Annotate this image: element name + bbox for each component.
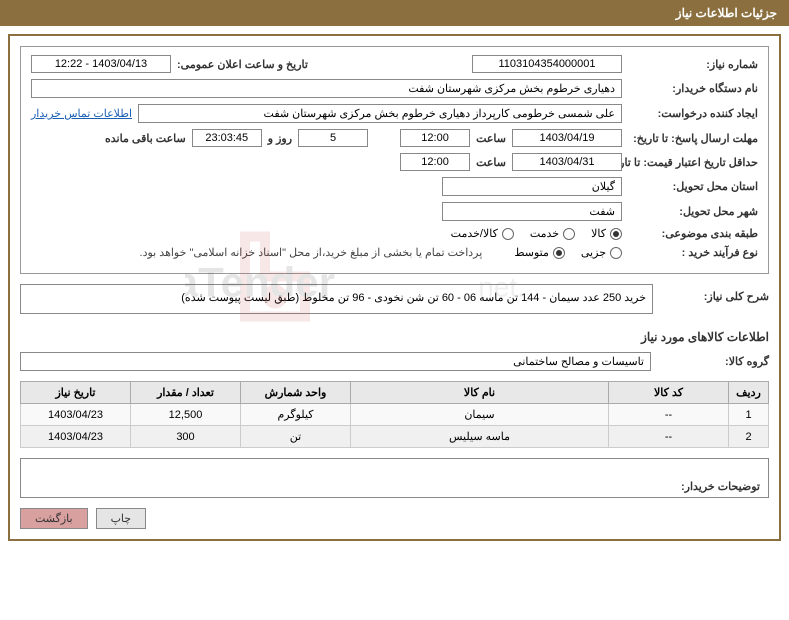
table-row: 2--ماسه سیلیستن3001403/04/23	[21, 426, 769, 448]
countdown-field: 23:03:45	[192, 129, 262, 147]
buyer-org-field: دهیاری خرطوم بخش مرکزی شهرستان شفت	[31, 79, 622, 98]
form-panel: شماره نیاز: 1103104354000001 تاریخ و ساع…	[20, 46, 769, 274]
th-name: نام کالا	[351, 382, 609, 404]
cell-name: ماسه سیلیس	[351, 426, 609, 448]
cell-code: --	[609, 404, 729, 426]
deadline-date-field: 1403/04/19	[512, 129, 622, 147]
group-label: گروه کالا:	[659, 355, 769, 368]
buyer-org-label: نام دستگاه خریدار:	[628, 82, 758, 95]
radio-service-icon	[563, 228, 575, 240]
city-field: شفت	[442, 202, 622, 221]
group-field: تاسیسات و مصالح ساختمانی	[20, 352, 651, 371]
cell-code: --	[609, 426, 729, 448]
announce-label: تاریخ و ساعت اعلان عمومی:	[177, 58, 308, 71]
buyer-desc-box: توضیحات خریدار:	[20, 458, 769, 498]
radio-goods-icon	[610, 228, 622, 240]
category-label: طبقه بندی موضوعی:	[628, 227, 758, 240]
summary-label: شرح کلی نیاز:	[659, 284, 769, 303]
purchase-type-label: نوع فرآیند خرید :	[628, 246, 758, 259]
cell-unit: کیلوگرم	[241, 404, 351, 426]
cell-idx: 1	[729, 404, 769, 426]
goods-table: ردیف کد کالا نام کالا واحد شمارش تعداد /…	[20, 381, 769, 448]
city-label: شهر محل تحویل:	[628, 205, 758, 218]
province-field: گیلان	[442, 177, 622, 196]
purchase-type-radio-group: جزیی متوسط	[514, 246, 622, 259]
summary-field: خرید 250 عدد سیمان - 144 تن ماسه 06 - 60…	[20, 284, 653, 314]
radio-both-label: کالا/خدمت	[451, 227, 498, 240]
radio-small[interactable]: جزیی	[581, 246, 622, 259]
deadline-label: مهلت ارسال پاسخ: تا تاریخ:	[628, 132, 758, 145]
radio-small-icon	[610, 247, 622, 259]
payment-note: پرداخت تمام یا بخشی از مبلغ خرید،از محل …	[140, 246, 483, 259]
requester-label: ایجاد کننده درخواست:	[628, 107, 758, 120]
requester-field: علی شمسی خرطومی کارپرداز دهیاری خرطوم بخ…	[138, 104, 622, 123]
remaining-label: ساعت باقی مانده	[105, 132, 186, 145]
validity-time-field: 12:00	[400, 153, 470, 171]
th-date: تاریخ نیاز	[21, 382, 131, 404]
radio-goods[interactable]: کالا	[591, 227, 622, 240]
th-unit: واحد شمارش	[241, 382, 351, 404]
radio-service-label: خدمت	[530, 227, 559, 240]
cell-date: 1403/04/23	[21, 426, 131, 448]
cell-idx: 2	[729, 426, 769, 448]
th-qty: تعداد / مقدار	[131, 382, 241, 404]
th-idx: ردیف	[729, 382, 769, 404]
radio-both-icon	[502, 228, 514, 240]
main-container: AriaTender .net شماره نیاز: 110310435400…	[8, 34, 781, 541]
cell-date: 1403/04/23	[21, 404, 131, 426]
panel-title: جزئیات اطلاعات نیاز	[676, 6, 777, 20]
button-row: چاپ بازگشت	[20, 508, 769, 529]
need-no-label: شماره نیاز:	[628, 58, 758, 71]
buyer-desc-label: توضیحات خریدار:	[681, 480, 760, 493]
days-remaining-field: 5	[298, 129, 368, 147]
radio-both[interactable]: کالا/خدمت	[451, 227, 514, 240]
cell-qty: 12,500	[131, 404, 241, 426]
cell-unit: تن	[241, 426, 351, 448]
cell-name: سیمان	[351, 404, 609, 426]
th-code: کد کالا	[609, 382, 729, 404]
validity-label: حداقل تاریخ اعتبار قیمت: تا تاریخ:	[628, 156, 758, 169]
table-row: 1--سیمانکیلوگرم12,5001403/04/23	[21, 404, 769, 426]
panel-header: جزئیات اطلاعات نیاز	[0, 0, 789, 26]
validity-date-field: 1403/04/31	[512, 153, 622, 171]
deadline-time-field: 12:00	[400, 129, 470, 147]
validity-time-label: ساعت	[476, 156, 506, 169]
radio-goods-label: کالا	[591, 227, 606, 240]
radio-small-label: جزیی	[581, 246, 606, 259]
contact-link[interactable]: اطلاعات تماس خریدار	[31, 107, 132, 120]
back-button[interactable]: بازگشت	[20, 508, 88, 529]
radio-medium-label: متوسط	[514, 246, 549, 259]
province-label: استان محل تحویل:	[628, 180, 758, 193]
days-sep-label: روز و	[268, 132, 292, 145]
radio-medium-icon	[553, 247, 565, 259]
cell-qty: 300	[131, 426, 241, 448]
print-button[interactable]: چاپ	[96, 508, 147, 529]
announce-field: 1403/04/13 - 12:22	[31, 55, 171, 73]
deadline-time-label: ساعت	[476, 132, 506, 145]
radio-medium[interactable]: متوسط	[514, 246, 565, 259]
need-no-field: 1103104354000001	[472, 55, 622, 73]
radio-service[interactable]: خدمت	[530, 227, 575, 240]
category-radio-group: کالا خدمت کالا/خدمت	[451, 227, 622, 240]
goods-info-title: اطلاعات کالاهای مورد نیاز	[20, 330, 769, 344]
